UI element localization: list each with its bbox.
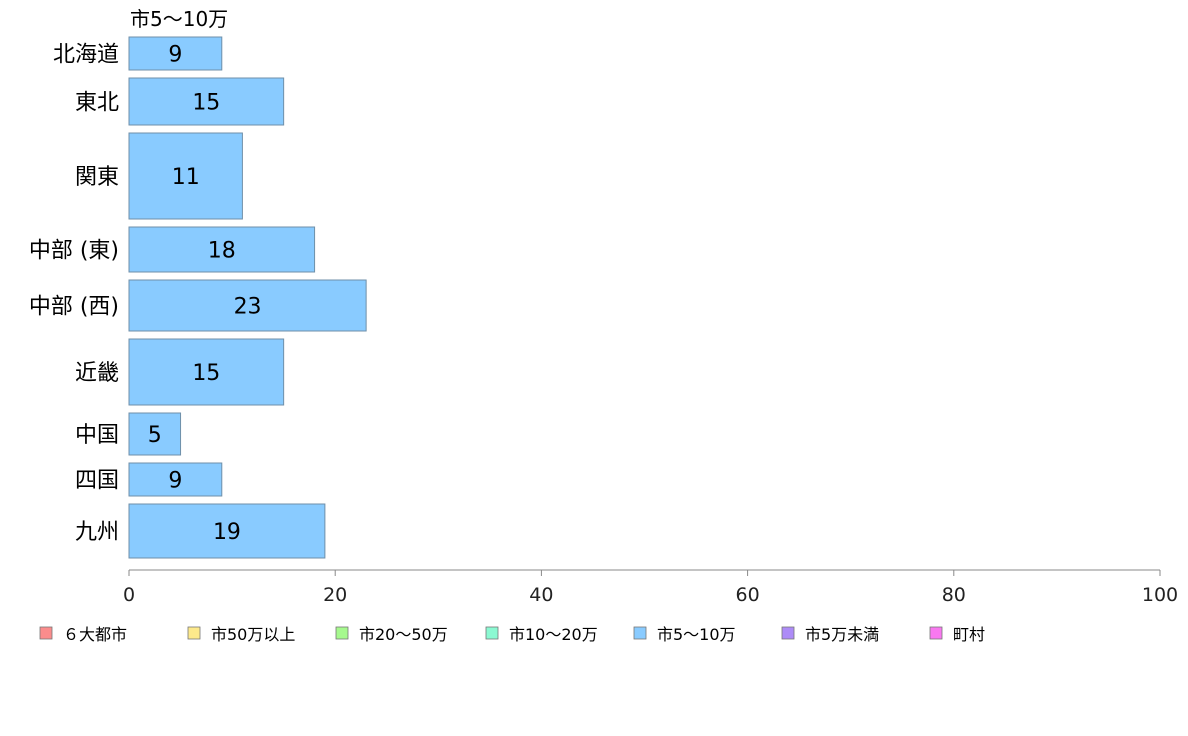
bar-value-label: 15 xyxy=(192,91,220,116)
category-label: 四国 xyxy=(75,469,119,494)
legend-swatch xyxy=(633,626,647,640)
x-axis: 0 20 40 60 80 100 xyxy=(123,569,1178,606)
bar-value-label: 9 xyxy=(168,43,182,68)
category-label: 近畿 xyxy=(75,361,119,386)
chart-title: 市5〜10万 xyxy=(130,7,228,31)
bar-3 xyxy=(128,226,316,273)
bar-5 xyxy=(128,338,285,406)
legend-label: 市5〜10万 xyxy=(657,625,736,644)
x-tick-label: 40 xyxy=(529,584,553,606)
legend-swatch xyxy=(187,626,201,640)
legend: ６大都市 市50万以上 市20〜50万 市10〜20万 市5〜10万 市5万未満 町村 xyxy=(39,625,985,644)
x-tick-label: 100 xyxy=(1142,584,1178,606)
category-label: 関東 xyxy=(75,165,119,190)
bar-4 xyxy=(128,279,367,332)
legend-swatch xyxy=(485,626,499,640)
legend-label: 町村 xyxy=(953,625,985,644)
bar-1 xyxy=(128,77,285,126)
bar-0 xyxy=(128,36,223,71)
bar-value-label: 15 xyxy=(192,361,220,386)
category-label: 中国 xyxy=(75,423,119,448)
category-label: 九州 xyxy=(75,520,119,545)
legend-swatch xyxy=(39,626,53,640)
bar-value-label: 11 xyxy=(172,165,200,190)
bar-8 xyxy=(128,503,326,559)
bar-value-label: 23 xyxy=(234,295,262,320)
bar-value-label: 18 xyxy=(208,239,236,264)
legend-label: ６大都市 xyxy=(63,625,127,644)
x-tick-label: 80 xyxy=(942,584,966,606)
category-label: 東北 xyxy=(75,91,119,116)
bar-7 xyxy=(128,462,223,497)
x-tick-label: 60 xyxy=(736,584,760,606)
bar-value-label: 19 xyxy=(213,520,241,545)
bar-2 xyxy=(128,132,243,220)
category-label: 北海道 xyxy=(53,43,119,68)
legend-label: 市10〜20万 xyxy=(509,625,598,644)
legend-swatch xyxy=(929,626,943,640)
legend-swatch xyxy=(781,626,795,640)
legend-label: 市50万以上 xyxy=(211,625,295,644)
category-label: 中部 (東) xyxy=(29,239,119,264)
bar-value-label: 5 xyxy=(148,423,162,448)
x-tick-label: 20 xyxy=(323,584,347,606)
category-label: 中部 (西) xyxy=(29,295,119,320)
legend-swatch xyxy=(335,626,349,640)
x-tick-label: 0 xyxy=(123,584,135,606)
legend-label: 市5万未満 xyxy=(805,625,879,644)
legend-label: 市20〜50万 xyxy=(359,625,448,644)
bar-value-label: 9 xyxy=(168,469,182,494)
bar-6 xyxy=(128,412,182,456)
